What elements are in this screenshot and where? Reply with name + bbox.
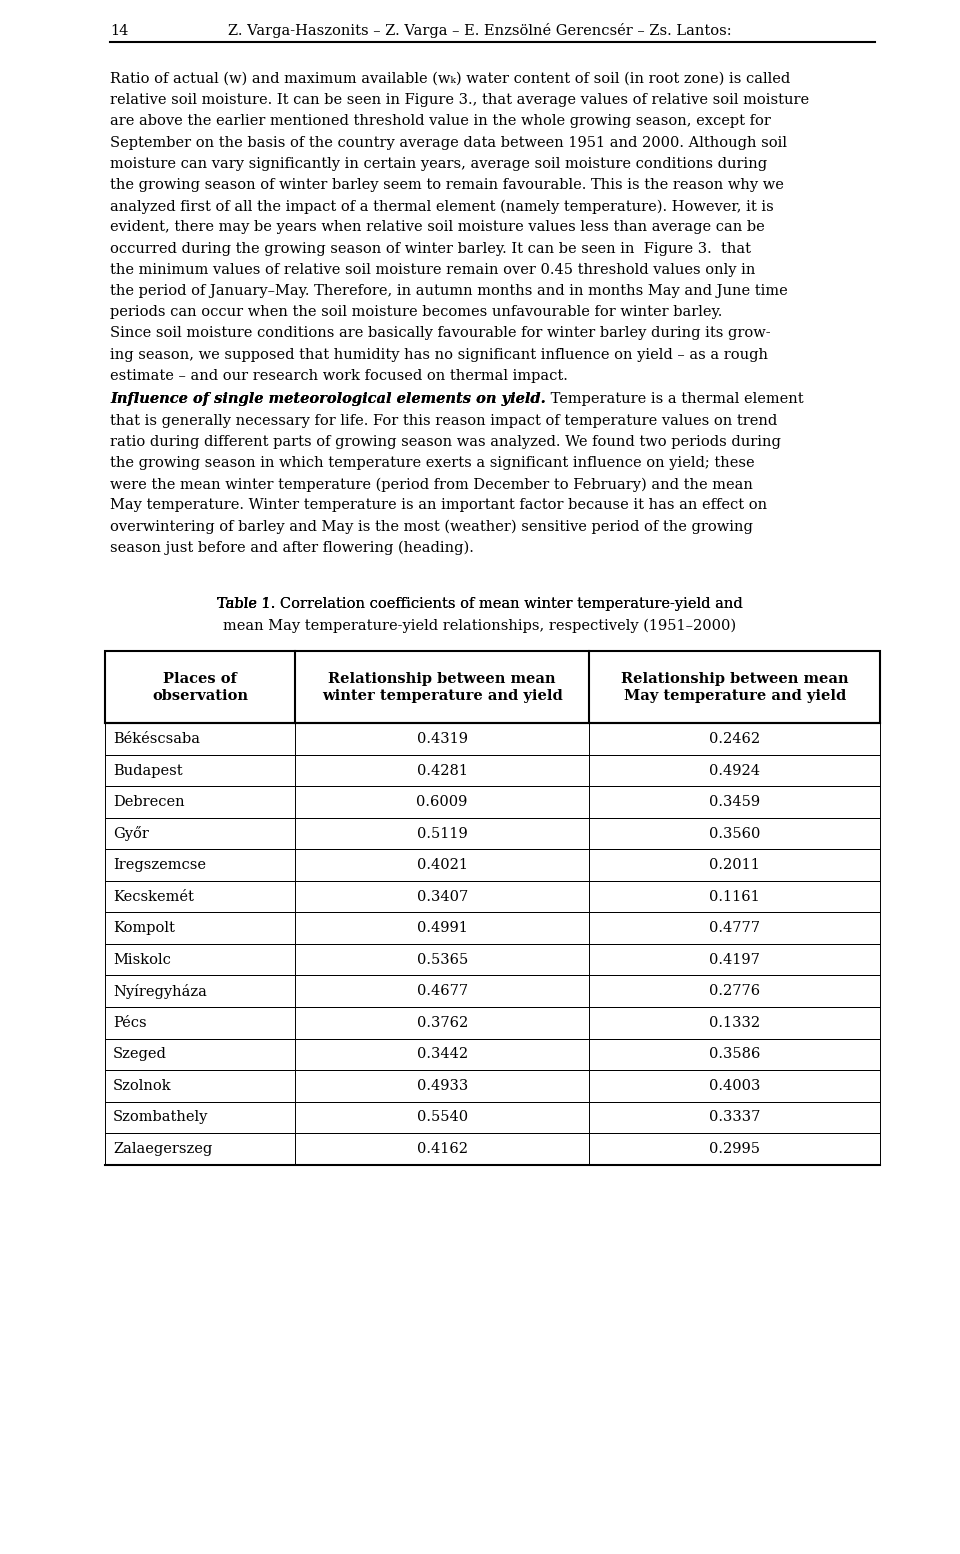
Text: 0.2995: 0.2995 xyxy=(709,1142,760,1156)
Bar xyxy=(105,755,880,786)
Text: 0.4677: 0.4677 xyxy=(417,984,468,998)
Text: 0.4162: 0.4162 xyxy=(417,1142,468,1156)
Text: 0.4281: 0.4281 xyxy=(417,763,468,777)
Text: Győr: Győr xyxy=(113,827,149,841)
Text: the period of January–May. Therefore, in autumn months and in months May and Jun: the period of January–May. Therefore, in… xyxy=(110,284,788,298)
Bar xyxy=(105,1007,880,1038)
Text: September on the basis of the country average data between 1951 and 2000. Althou: September on the basis of the country av… xyxy=(110,135,787,149)
Text: Since soil moisture conditions are basically favourable for winter barley during: Since soil moisture conditions are basic… xyxy=(110,326,771,340)
Bar xyxy=(105,1038,880,1071)
Text: Influence of single meteorological elements on yield.: Influence of single meteorological eleme… xyxy=(110,393,545,407)
Bar xyxy=(105,786,880,817)
Text: Budapest: Budapest xyxy=(113,763,182,777)
Text: 0.4003: 0.4003 xyxy=(709,1078,760,1092)
Text: 0.3560: 0.3560 xyxy=(709,827,760,841)
Text: Békéscsaba: Békéscsaba xyxy=(113,732,200,746)
Text: Miskolc: Miskolc xyxy=(113,953,171,967)
Text: 0.4319: 0.4319 xyxy=(417,732,468,746)
Bar xyxy=(105,1102,880,1133)
Text: 0.4924: 0.4924 xyxy=(709,763,760,777)
Text: Places of
observation: Places of observation xyxy=(152,673,248,702)
Text: Zalaegerszeg: Zalaegerszeg xyxy=(113,1142,212,1156)
Text: 0.2462: 0.2462 xyxy=(709,732,760,746)
Text: 0.1332: 0.1332 xyxy=(709,1016,760,1030)
Text: periods can occur when the soil moisture becomes unfavourable for winter barley.: periods can occur when the soil moisture… xyxy=(110,305,722,319)
Text: ing season, we supposed that humidity has no significant influence on yield – as: ing season, we supposed that humidity ha… xyxy=(110,348,768,362)
Text: Table 1. Correlation coefficients of mean winter temperature-yield and: Table 1. Correlation coefficients of mea… xyxy=(217,597,743,611)
Text: the growing season of winter barley seem to remain favourable. This is the reaso: the growing season of winter barley seem… xyxy=(110,179,784,193)
Text: 0.4777: 0.4777 xyxy=(709,922,760,936)
Text: ratio during different parts of growing season was analyzed. We found two period: ratio during different parts of growing … xyxy=(110,435,780,449)
Text: 0.3762: 0.3762 xyxy=(417,1016,468,1030)
Text: Table 1.: Table 1. xyxy=(217,597,276,611)
Text: 0.6009: 0.6009 xyxy=(417,796,468,810)
Text: Kompolt: Kompolt xyxy=(113,922,175,936)
Text: 14: 14 xyxy=(110,23,129,37)
Text: are above the earlier mentioned threshold value in the whole growing season, exc: are above the earlier mentioned threshol… xyxy=(110,115,771,129)
Text: 0.5540: 0.5540 xyxy=(417,1110,468,1124)
Text: Szombathely: Szombathely xyxy=(113,1110,208,1124)
Text: were the mean winter temperature (period from December to February) and the mean: were the mean winter temperature (period… xyxy=(110,477,753,491)
Text: 0.3442: 0.3442 xyxy=(417,1047,468,1061)
Text: Szeged: Szeged xyxy=(113,1047,167,1061)
Text: Relationship between mean
winter temperature and yield: Relationship between mean winter tempera… xyxy=(322,673,563,702)
Bar xyxy=(105,1071,880,1102)
Bar xyxy=(105,850,880,881)
Text: Influence of single meteorological elements on yield.: Influence of single meteorological eleme… xyxy=(110,393,545,407)
Text: evident, there may be years when relative soil moisture values less than average: evident, there may be years when relativ… xyxy=(110,221,765,235)
Text: Relationship between mean
May temperature and yield: Relationship between mean May temperatur… xyxy=(621,673,849,702)
Text: 0.2011: 0.2011 xyxy=(709,858,760,872)
Text: Z. Varga-Haszonits – Z. Varga – E. Enzsölné Gerencsér – Zs. Lantos:: Z. Varga-Haszonits – Z. Varga – E. Enzsö… xyxy=(228,23,732,37)
Text: that is generally necessary for life. For this reason impact of temperature valu: that is generally necessary for life. Fo… xyxy=(110,413,778,427)
Text: 0.3459: 0.3459 xyxy=(709,796,760,810)
Text: 0.3586: 0.3586 xyxy=(709,1047,760,1061)
Text: 0.5119: 0.5119 xyxy=(417,827,468,841)
Bar xyxy=(105,651,880,724)
Text: 0.4991: 0.4991 xyxy=(417,922,468,936)
Text: analyzed first of all the impact of a thermal element (namely temperature). Howe: analyzed first of all the impact of a th… xyxy=(110,199,774,213)
Text: 0.5365: 0.5365 xyxy=(417,953,468,967)
Text: 0.3337: 0.3337 xyxy=(709,1110,760,1124)
Text: Debrecen: Debrecen xyxy=(113,796,184,810)
Text: season just before and after flowering (heading).: season just before and after flowering (… xyxy=(110,541,474,555)
Text: Ratio of actual (w) and maximum available (wₖ) water content of soil (in root zo: Ratio of actual (w) and maximum availabl… xyxy=(110,71,790,85)
Text: mean May temperature-yield relationships, respectively (1951–2000): mean May temperature-yield relationships… xyxy=(224,618,736,632)
Text: Nyíregyháza: Nyíregyháza xyxy=(113,984,206,999)
Text: estimate – and our research work focused on thermal impact.: estimate – and our research work focused… xyxy=(110,368,568,382)
Text: Table 1. Correlation coefficients of mean winter temperature-yield and: Table 1. Correlation coefficients of mea… xyxy=(217,597,743,611)
Text: Iregszemcse: Iregszemcse xyxy=(113,858,206,872)
Bar xyxy=(105,817,880,850)
Text: 0.1161: 0.1161 xyxy=(709,890,760,904)
Text: 0.4933: 0.4933 xyxy=(417,1078,468,1092)
Text: 0.4021: 0.4021 xyxy=(417,858,468,872)
Text: Kecskemét: Kecskemét xyxy=(113,890,194,904)
Text: Temperature is a thermal element: Temperature is a thermal element xyxy=(545,393,804,407)
Text: the minimum values of relative soil moisture remain over 0.45 threshold values o: the minimum values of relative soil mois… xyxy=(110,263,756,277)
Text: occurred during the growing season of winter barley. It can be seen in  Figure 3: occurred during the growing season of wi… xyxy=(110,241,751,255)
Text: 0.2776: 0.2776 xyxy=(709,984,760,998)
Bar xyxy=(105,881,880,912)
Text: Pécs: Pécs xyxy=(113,1016,147,1030)
Bar xyxy=(105,724,880,755)
Bar xyxy=(105,943,880,976)
Text: relative soil moisture. It can be seen in Figure 3., that average values of rela: relative soil moisture. It can be seen i… xyxy=(110,93,809,107)
Bar xyxy=(105,912,880,943)
Text: 0.3407: 0.3407 xyxy=(417,890,468,904)
Text: Szolnok: Szolnok xyxy=(113,1078,172,1092)
Bar xyxy=(105,976,880,1007)
Text: 0.4197: 0.4197 xyxy=(709,953,760,967)
Text: May temperature. Winter temperature is an important factor because it has an eff: May temperature. Winter temperature is a… xyxy=(110,499,767,513)
Text: the growing season in which temperature exerts a significant influence on yield;: the growing season in which temperature … xyxy=(110,457,755,471)
Bar xyxy=(105,1133,880,1164)
Text: moisture can vary significantly in certain years, average soil moisture conditio: moisture can vary significantly in certa… xyxy=(110,157,767,171)
Text: overwintering of barley and May is the most (weather) sensitive period of the gr: overwintering of barley and May is the m… xyxy=(110,519,753,535)
